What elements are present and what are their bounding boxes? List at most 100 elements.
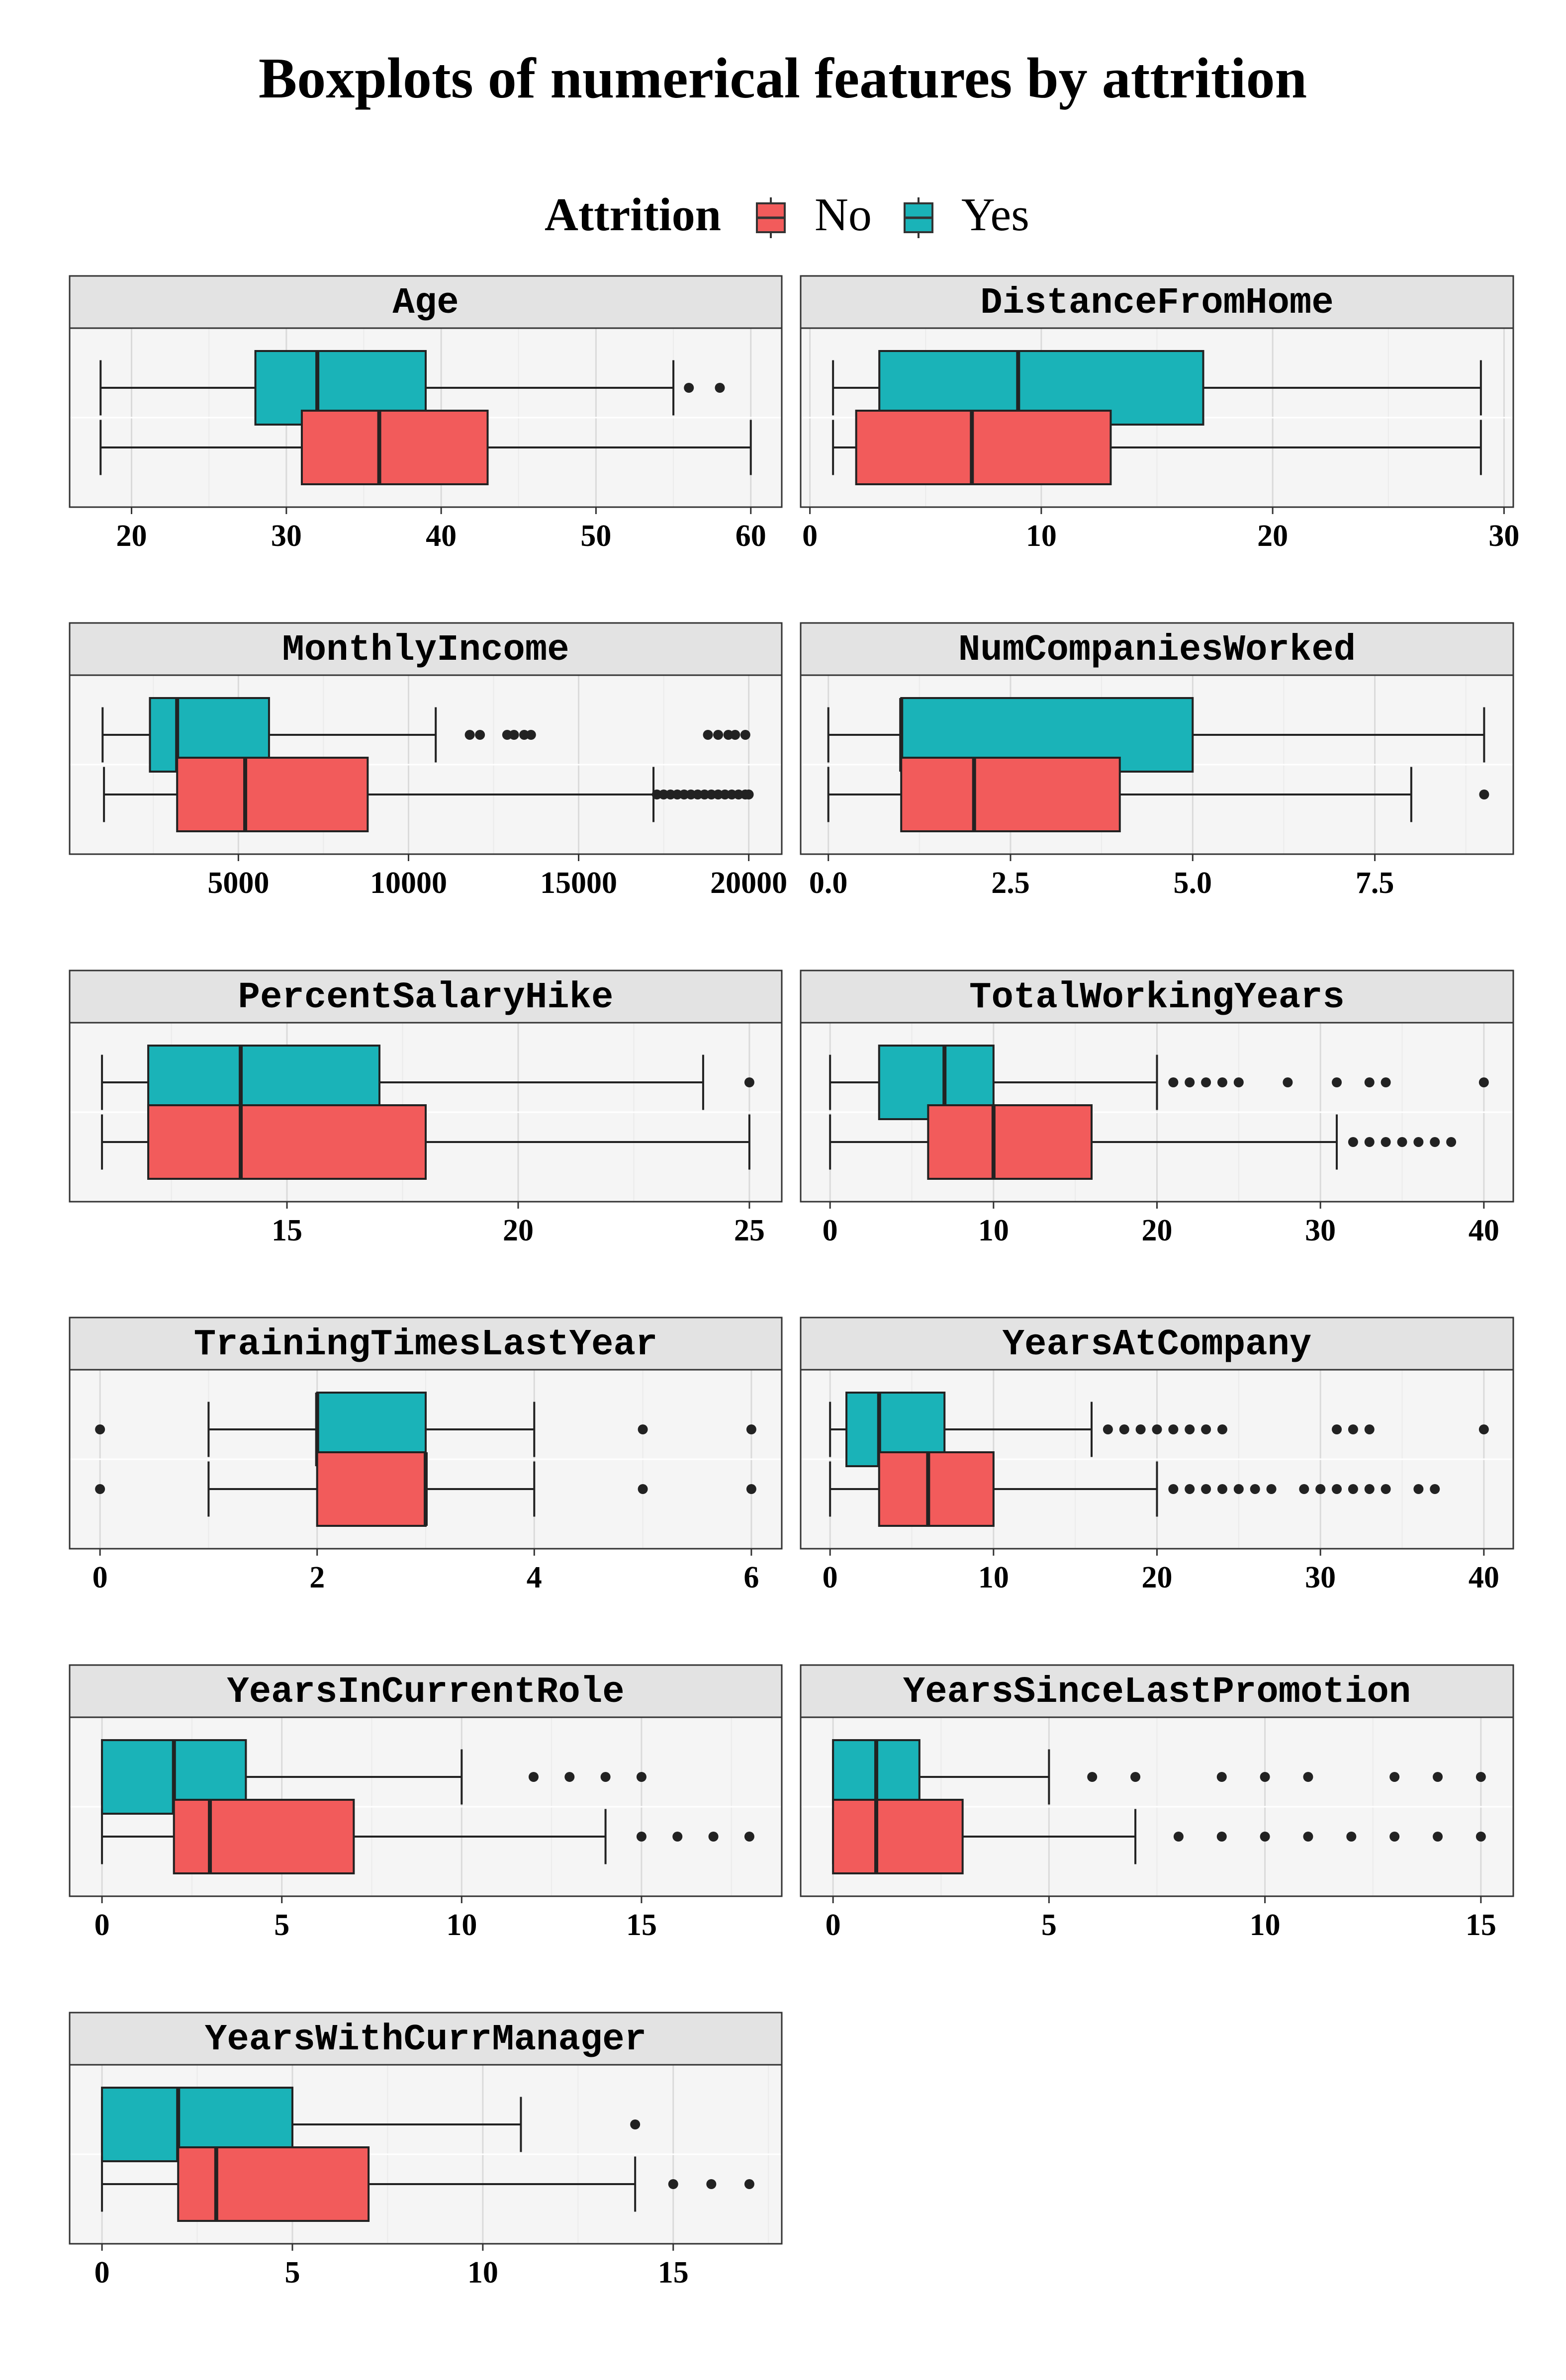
panel-years-in-current-role: YearsInCurrentRole 0 5 10 15: [69, 1664, 783, 1942]
panel-distance-from-home: DistanceFromHome 0 10 20 30: [800, 275, 1519, 553]
x-tick-label: 15: [272, 1214, 302, 1247]
x-tick-label: 2.5: [991, 866, 1030, 900]
strip-label-total-working-years: TotalWorkingYears: [969, 977, 1345, 1019]
x-tick-label: 30: [1488, 519, 1519, 553]
outlier-point: [1217, 1077, 1227, 1087]
legend: Attrition No Yes: [545, 189, 1029, 241]
x-tick-label: 10: [1250, 1908, 1281, 1942]
outlier-point: [744, 1077, 754, 1087]
x-tick-label: 10: [467, 2256, 498, 2290]
outlier-point: [1130, 1772, 1141, 1782]
outlier-point: [1430, 1137, 1440, 1147]
x-tick-label: 0: [802, 519, 818, 553]
box-distance-from-home-no: [832, 410, 1482, 485]
legend-key-no: [756, 197, 786, 238]
outlier-point: [665, 790, 676, 799]
outlier-point: [1260, 1832, 1270, 1842]
outlier-point: [723, 730, 734, 740]
x-tick-label: 20000: [710, 866, 787, 900]
outlier-point: [1303, 1772, 1313, 1782]
strip-years-since-last-promotion: [800, 1664, 1514, 1718]
outlier-point: [1103, 1424, 1113, 1434]
iqr-box: [832, 1799, 964, 1874]
outlier-point: [1168, 1484, 1179, 1494]
strip-label-training-times-last-year: TrainingTimesLastYear: [194, 1324, 658, 1366]
outlier-point: [1348, 1484, 1358, 1494]
x-tick-label: 40: [1469, 1561, 1499, 1594]
outlier-point: [1446, 1137, 1457, 1147]
outlier-point: [1332, 1484, 1342, 1494]
x-tick-label: 0: [94, 2256, 110, 2290]
outlier-point: [1478, 1424, 1489, 1434]
outlier-point: [1348, 1137, 1358, 1147]
outlier-point: [1389, 1772, 1400, 1782]
outlier-point: [679, 790, 689, 799]
outlier-point: [1413, 1484, 1424, 1494]
outlier-point: [519, 730, 530, 740]
outlier-point: [1413, 1137, 1424, 1147]
panel-border-training-times-last-year: [69, 1369, 783, 1550]
outlier-point: [1217, 1484, 1227, 1494]
legend-key-yes: [904, 197, 933, 238]
outlier-point: [636, 1832, 646, 1842]
outlier-point: [1364, 1077, 1375, 1087]
outlier-point: [1217, 1424, 1227, 1434]
x-tick-label: 0: [94, 1908, 110, 1942]
outlier-point: [1201, 1424, 1211, 1434]
outlier-point: [1216, 1832, 1227, 1842]
outlier-point: [1332, 1424, 1342, 1434]
x-tick-label: 0: [826, 1908, 841, 1942]
strip-years-in-current-role: [69, 1664, 783, 1718]
outlier-point: [668, 2179, 678, 2189]
outlier-point: [734, 790, 744, 799]
outlier-point: [1283, 1077, 1293, 1087]
x-tick-label: 2: [309, 1561, 325, 1594]
outlier-point: [1332, 1077, 1342, 1087]
outlier-point: [95, 1484, 105, 1494]
outlier-point: [672, 790, 682, 799]
box-years-since-last-promotion-no: [832, 1799, 1486, 1874]
legend-title: Attrition: [545, 189, 721, 241]
outlier-point: [1364, 1137, 1375, 1147]
outlier-point: [1315, 1484, 1326, 1494]
chart-title: Boxplots of numerical features by attrit…: [259, 47, 1307, 110]
x-tick-label: 10: [978, 1214, 1009, 1247]
panel-border-monthly-income: [69, 674, 783, 855]
iqr-box: [316, 1451, 427, 1527]
panel-border-percent-salary-hike: [69, 1022, 783, 1203]
box-num-companies-worked-no: [827, 757, 1489, 832]
outlier-point: [727, 790, 737, 799]
x-tick-label: 30: [1305, 1214, 1336, 1247]
legend-label-no: No: [815, 189, 872, 241]
outlier-point: [1168, 1077, 1179, 1087]
iqr-box: [900, 757, 1121, 832]
panel-training-times-last-year: TrainingTimesLastYear 0 2 4 6: [69, 1317, 783, 1594]
x-tick-label: 20: [1142, 1561, 1173, 1594]
outlier-point: [708, 1832, 719, 1842]
outlier-point: [1303, 1832, 1313, 1842]
outlier-point: [1266, 1484, 1277, 1494]
panel-border-years-since-last-promotion: [800, 1716, 1514, 1897]
x-tick-label: 10: [1026, 519, 1057, 553]
panel-years-since-last-promotion: YearsSinceLastPromotion 0 5 10 15: [800, 1664, 1514, 1942]
x-tick-label: 5000: [207, 866, 269, 900]
outlier-point: [1201, 1077, 1211, 1087]
outlier-point: [1381, 1484, 1391, 1494]
outlier-point: [1430, 1484, 1440, 1494]
x-tick-label: 15: [626, 1908, 657, 1942]
panel-percent-salary-hike: PercentSalaryHike 15 20 25: [69, 970, 783, 1247]
panel-years-with-curr-manager: YearsWithCurrManager 0 5 10 15: [69, 2012, 783, 2290]
x-tick-label: 6: [743, 1561, 759, 1594]
outlier-point: [638, 1424, 648, 1434]
x-tick-label: 20: [1257, 519, 1288, 553]
legend-label-yes: Yes: [961, 189, 1029, 241]
outlier-point: [600, 1772, 611, 1782]
outlier-point: [1087, 1772, 1098, 1782]
strip-label-years-in-current-role: YearsInCurrentRole: [227, 1672, 624, 1713]
x-tick-label: 10: [978, 1561, 1009, 1594]
strip-training-times-last-year: [69, 1317, 783, 1371]
x-tick-label: 5: [274, 1908, 289, 1942]
outlier-point: [1475, 1832, 1486, 1842]
iqr-box: [177, 2146, 370, 2222]
box-years-with-curr-manager-no: [101, 2146, 754, 2222]
